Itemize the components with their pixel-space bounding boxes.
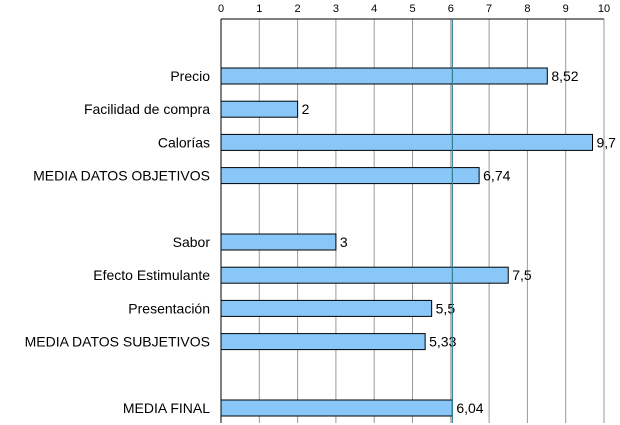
bar — [220, 299, 433, 317]
bar — [220, 100, 299, 118]
x-tick-label: 9 — [563, 3, 569, 15]
bar — [220, 399, 453, 417]
data-label: 6,04 — [456, 400, 483, 416]
category-label: Efecto Estimulante — [93, 267, 210, 283]
category-label: Calorías — [158, 134, 210, 150]
data-label: 2 — [302, 101, 310, 117]
bar — [220, 67, 548, 85]
x-tick-label: 6 — [448, 3, 454, 15]
data-label: 5,33 — [429, 334, 456, 350]
category-label: Precio — [170, 68, 210, 84]
category-label: Facilidad de compra — [84, 101, 210, 117]
x-tick-label: 7 — [486, 3, 492, 15]
x-tick-label: 5 — [409, 3, 415, 15]
x-tick-label: 2 — [295, 3, 301, 15]
bar — [220, 266, 509, 284]
category-label: Sabor — [173, 234, 211, 250]
category-label: MEDIA DATOS OBJETIVOS — [33, 168, 210, 184]
bar — [220, 167, 480, 185]
data-label: 3 — [340, 234, 348, 250]
bar — [220, 133, 594, 151]
category-label: Presentación — [128, 300, 210, 316]
x-tick-label: 1 — [256, 3, 262, 15]
x-tick-label: 10 — [598, 3, 610, 15]
x-tick-label: 4 — [371, 3, 377, 15]
bar — [220, 333, 426, 351]
x-tick-label: 0 — [218, 3, 224, 15]
x-tick-label: 3 — [333, 3, 339, 15]
x-tick-label: 8 — [524, 3, 530, 15]
category-label: MEDIA FINAL — [123, 400, 210, 416]
data-label: 6,74 — [483, 168, 510, 184]
data-label: 5,5 — [436, 300, 456, 316]
data-label: 9,7 — [597, 134, 617, 150]
data-label: 7,5 — [512, 267, 532, 283]
bar — [220, 233, 337, 251]
category-label: MEDIA DATOS SUBJETIVOS — [25, 334, 210, 350]
data-label: 8,52 — [551, 68, 578, 84]
